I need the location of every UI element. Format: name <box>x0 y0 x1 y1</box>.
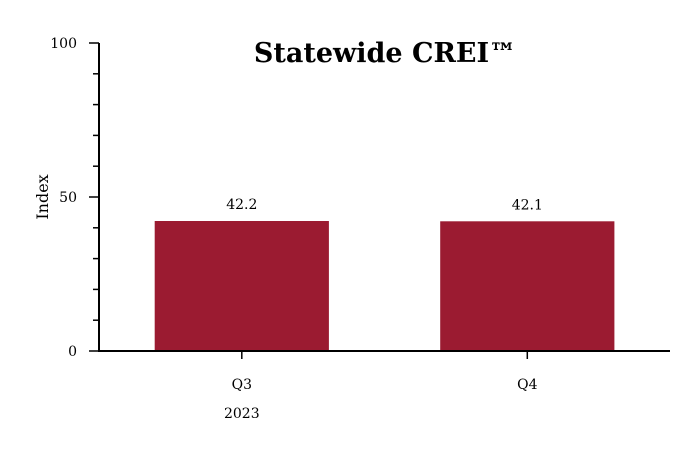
x-tick-label-q4: Q4 <box>517 377 537 393</box>
y-tick-label-50: 50 <box>59 190 77 206</box>
y-axis-label: Index <box>33 174 52 219</box>
data-label-q4: 42.1 <box>512 197 543 213</box>
bar-q4 <box>440 221 615 351</box>
chart-title: Statewide CREI™ <box>254 38 516 69</box>
x-tick-label-q3: Q3 <box>232 377 252 393</box>
x-axis: Q3 Q4 2023 <box>98 350 670 422</box>
y-tick-label-100: 100 <box>50 36 77 52</box>
bars-group: 42.2 42.1 <box>154 197 615 351</box>
y-axis: 0 50 100 <box>50 36 100 360</box>
y-tick-label-0: 0 <box>68 344 77 360</box>
data-label-q3: 42.2 <box>226 197 257 213</box>
bar-q3 <box>154 221 329 351</box>
x-group-label: 2023 <box>224 406 260 422</box>
